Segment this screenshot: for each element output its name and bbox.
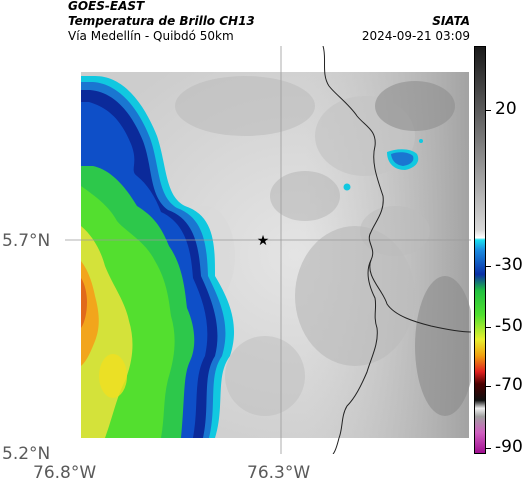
- location-subtitle: Vía Medellín - Quibdó 50km: [68, 29, 234, 43]
- colorbar-tick: [486, 110, 491, 111]
- boundary-lines: [322, 46, 471, 454]
- lon-tick-label: 76.8°W: [33, 463, 97, 483]
- lat-tick-label: 5.7°N: [2, 231, 51, 251]
- lon-tick-label: 76.3°W: [247, 463, 311, 483]
- organization-label: SIATA: [432, 14, 470, 28]
- star-icon: ★: [257, 233, 270, 249]
- colorbar-label: -30: [495, 255, 523, 275]
- colorbar-label: -90: [495, 437, 523, 457]
- temperature-colorbar: [474, 46, 486, 454]
- colorbar-label: -50: [495, 316, 523, 336]
- colorbar-tick: [486, 327, 491, 328]
- colorbar-label: 20: [495, 99, 517, 119]
- colorbar-tick: [486, 448, 491, 449]
- lat-tick-label: 5.2°N: [2, 444, 51, 464]
- satellite-title: GOES-EAST: [68, 0, 145, 13]
- satellite-map: ★: [65, 46, 471, 454]
- colorbar-tick: [486, 266, 491, 267]
- timestamp-label: 2024-09-21 03:09: [361, 29, 470, 43]
- brightness-temperature-field: [81, 72, 471, 438]
- product-title: Temperatura de Brillo CH13: [68, 14, 255, 28]
- colorbar-label: -70: [495, 375, 523, 395]
- map-gridlines: [65, 46, 471, 454]
- colorbar-tick: [486, 386, 491, 387]
